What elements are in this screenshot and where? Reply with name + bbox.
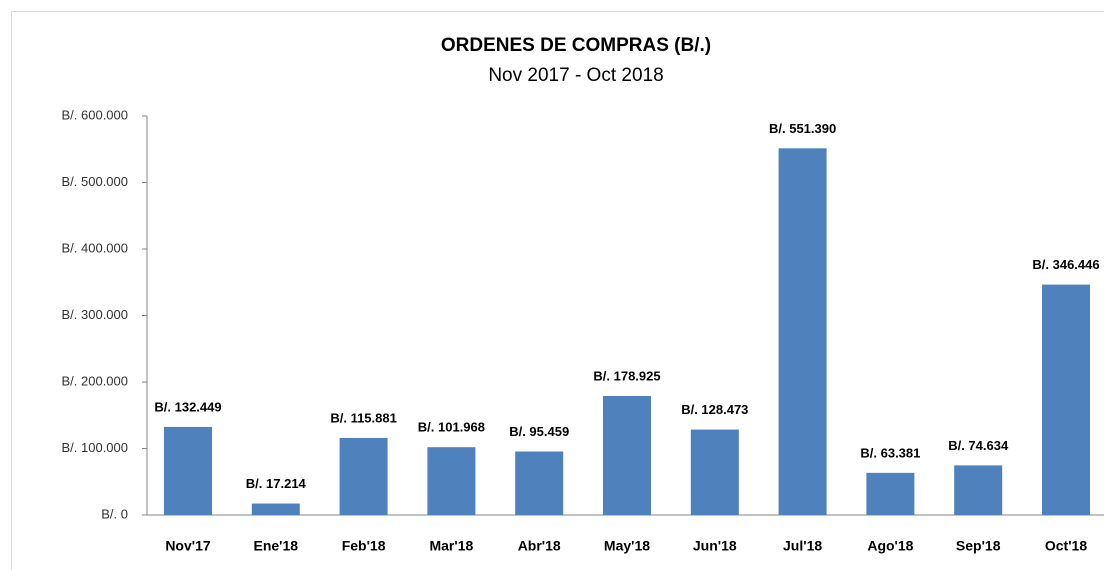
x-tick-label: Oct'18	[1045, 538, 1087, 554]
value-label: B/. 132.449	[154, 399, 221, 414]
x-tick-label: Jun'18	[693, 538, 737, 554]
value-label: B/. 95.459	[509, 424, 569, 439]
bar	[515, 451, 564, 515]
value-label: B/. 101.968	[418, 420, 485, 435]
bar	[866, 472, 915, 515]
value-label: B/. 115.881	[330, 410, 397, 425]
x-tick-label: Ene'18	[254, 538, 299, 554]
y-tick-label: B/. 400.000	[62, 240, 129, 255]
value-label: B/. 178.925	[593, 368, 660, 383]
value-label: B/. 74.634	[948, 438, 1009, 453]
bar	[690, 429, 739, 515]
bar	[427, 447, 476, 515]
x-tick-label: Nov'17	[165, 538, 211, 554]
bar	[603, 396, 651, 515]
bar	[251, 503, 300, 515]
bar	[954, 465, 1003, 515]
chart-border	[11, 11, 1104, 570]
x-tick-label: Jul'18	[783, 538, 822, 554]
value-label: B/. 128.473	[681, 402, 748, 417]
value-label: B/. 346.446	[1032, 257, 1099, 272]
bar	[778, 148, 827, 515]
x-tick-label: Mar'18	[429, 538, 473, 554]
bar	[339, 437, 388, 515]
y-tick-label: B/. 600.000	[62, 107, 129, 122]
y-tick-label: B/. 0	[101, 506, 128, 521]
y-tick-label: B/. 100.000	[62, 440, 129, 455]
chart-subtitle: Nov 2017 - Oct 2018	[488, 65, 663, 86]
chart-title: ORDENES DE COMPRAS (B/.)	[441, 35, 711, 56]
x-tick-label: May'18	[604, 538, 650, 554]
value-label: B/. 17.214	[246, 476, 307, 491]
y-tick-label: B/. 500.000	[62, 174, 129, 189]
x-tick-label: Ago'18	[867, 538, 913, 554]
y-tick-label: B/. 200.000	[62, 373, 129, 388]
y-tick-label: B/. 300.000	[62, 307, 129, 322]
x-tick-label: Abr'18	[518, 538, 561, 554]
value-label: B/. 63.381	[860, 445, 920, 460]
bar	[164, 426, 212, 515]
x-tick-label: Sep'18	[956, 538, 1001, 554]
bar	[1042, 284, 1090, 515]
value-label: B/. 551.390	[769, 121, 836, 136]
x-tick-label: Feb'18	[342, 538, 386, 554]
